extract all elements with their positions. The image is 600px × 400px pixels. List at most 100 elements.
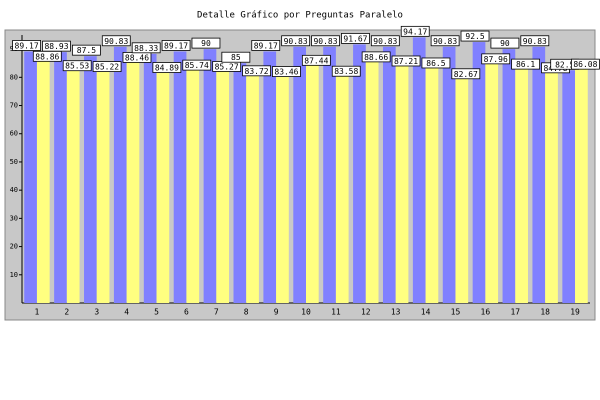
value-label-text: 88.93	[44, 42, 68, 51]
bar	[472, 42, 486, 303]
value-label-text: 88.86	[35, 52, 59, 61]
value-label-text: 87.96	[484, 55, 508, 64]
x-tick-label: 19	[570, 308, 580, 317]
value-label-text: 85	[231, 53, 241, 62]
value-label-text: 87.21	[394, 57, 418, 66]
x-tick-label: 16	[481, 308, 491, 317]
bar	[293, 46, 306, 303]
value-label-text: 85.53	[65, 62, 89, 71]
value-label-box	[62, 60, 92, 72]
value-label-text: 83.46	[274, 68, 298, 77]
value-label-text: 90.83	[373, 37, 397, 46]
x-tick-label: 5	[154, 308, 159, 317]
value-label-box	[182, 59, 212, 71]
value-label-box	[460, 30, 490, 42]
value-label-text: 91.67	[343, 34, 367, 43]
bar	[143, 53, 157, 303]
bar	[126, 53, 140, 304]
value-label-box	[571, 58, 600, 70]
x-tick-label: 3	[94, 308, 99, 317]
value-label-text: 86.08	[573, 60, 597, 69]
x-tick-label: 18	[540, 308, 550, 317]
x-tick-label: 13	[391, 308, 401, 317]
value-label-box	[191, 37, 221, 49]
bar	[515, 60, 528, 304]
value-label-text: 90.83	[433, 37, 457, 46]
value-label-text: 86.1	[516, 60, 535, 69]
x-tick-label: 12	[361, 308, 371, 317]
bar	[323, 46, 336, 303]
value-label-box	[421, 57, 451, 69]
value-label-box	[221, 51, 251, 63]
value-label-text: 94.17	[403, 27, 427, 36]
value-label-box	[281, 35, 311, 47]
bar	[442, 46, 456, 303]
bar	[335, 67, 349, 303]
value-label-box	[481, 53, 511, 65]
x-tick-label: 9	[274, 308, 279, 317]
x-tick-label: 7	[214, 308, 219, 317]
value-label-box	[490, 37, 520, 49]
value-label-box	[391, 55, 421, 67]
value-label-box	[451, 68, 481, 80]
x-tick-label: 8	[244, 308, 249, 317]
x-tick-label: 14	[421, 308, 431, 317]
x-tick-label: 15	[451, 308, 461, 317]
chart-title: Detalle Gráfico por Preguntas Paralelo	[197, 11, 403, 21]
bar	[233, 63, 247, 303]
value-label-box	[251, 40, 281, 51]
bar	[425, 58, 439, 304]
value-label-box	[152, 62, 182, 73]
value-label-text: 88.46	[125, 53, 149, 62]
bar	[382, 46, 396, 303]
bar	[485, 54, 499, 303]
value-label-text: 82.5	[555, 60, 574, 69]
value-label-text: 90.83	[313, 37, 337, 46]
bar	[203, 49, 217, 304]
value-label-box	[12, 40, 41, 51]
bar	[36, 52, 50, 304]
value-label-box	[511, 58, 541, 70]
bar	[545, 63, 558, 303]
value-label-text: 89.17	[254, 41, 278, 50]
value-label-text: 88.33	[134, 44, 158, 53]
y-tick-label: 40	[10, 186, 18, 194]
value-label-text: 83.58	[334, 67, 358, 76]
value-label-box	[370, 35, 400, 47]
value-label-text: 90.83	[104, 37, 128, 46]
x-tick-label: 6	[184, 308, 189, 317]
bar	[306, 56, 319, 304]
value-label-text: 90.83	[523, 37, 547, 46]
bar	[562, 70, 576, 304]
value-label-text: 90	[201, 39, 211, 48]
value-label-text: 89.17	[164, 41, 188, 50]
value-label-text: 88.66	[364, 53, 388, 62]
bar	[96, 62, 110, 304]
bar	[412, 37, 426, 304]
value-label-text: 90	[500, 39, 510, 48]
bar	[186, 61, 200, 303]
x-tick-label: 10	[301, 308, 311, 317]
value-label-box	[101, 35, 131, 47]
value-label-text: 83.72	[245, 67, 269, 76]
y-tick-label: 10	[10, 271, 18, 279]
value-label-box	[520, 35, 550, 47]
bar	[54, 52, 67, 303]
value-label-box	[131, 42, 161, 54]
value-label-text: 89.17	[15, 41, 39, 50]
bar	[246, 66, 259, 303]
value-label-text: 85.27	[215, 62, 239, 71]
bar	[395, 56, 409, 304]
value-label-text: 90.83	[284, 37, 308, 46]
value-label-box	[341, 32, 370, 44]
value-label-text: 82.67	[454, 70, 478, 79]
bar	[24, 51, 37, 304]
x-tick-label: 1	[35, 308, 40, 317]
bar	[502, 49, 516, 304]
value-label-box	[430, 35, 460, 47]
bar	[575, 60, 588, 303]
value-label-text: 87.44	[304, 56, 328, 65]
value-label-text: 86.5	[426, 59, 445, 68]
bar	[455, 69, 469, 304]
